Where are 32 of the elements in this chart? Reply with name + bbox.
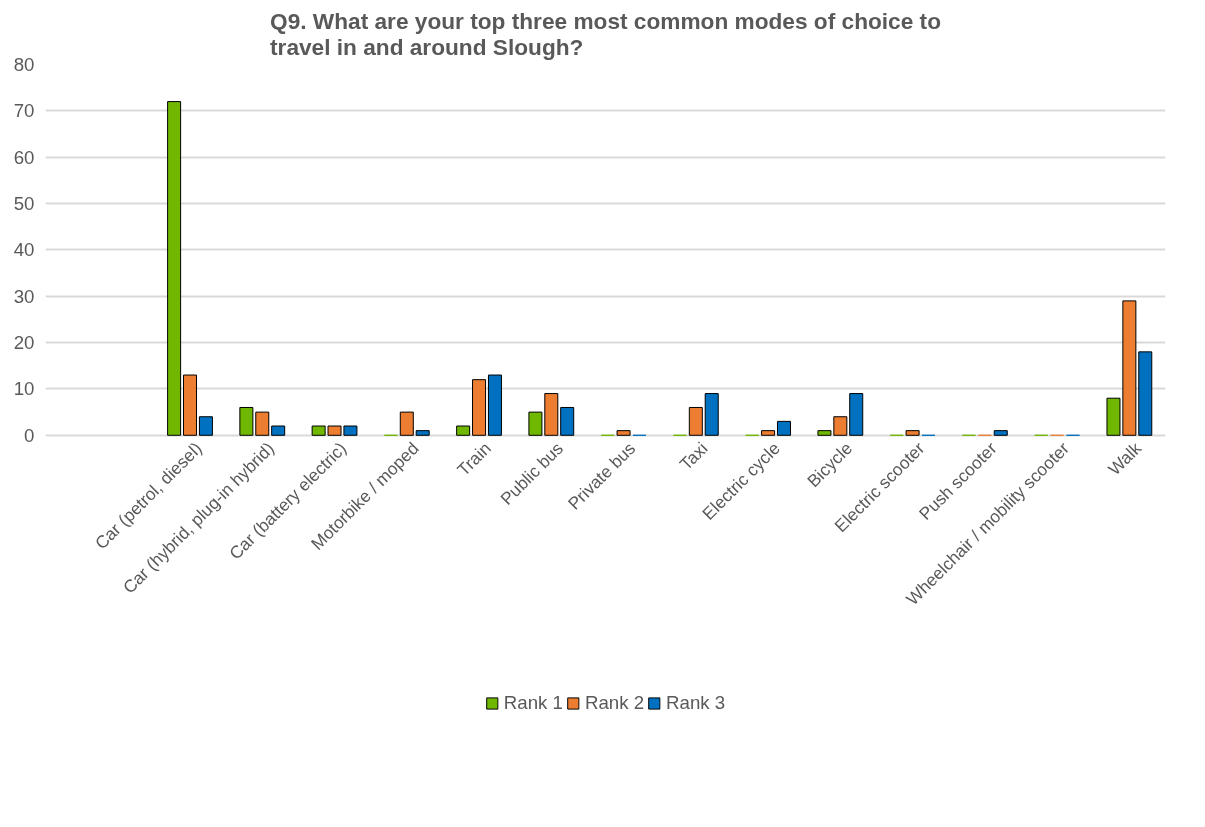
y-tick-label: 40 bbox=[13, 239, 35, 261]
bar bbox=[456, 425, 471, 436]
bar bbox=[776, 420, 791, 436]
legend-label: Rank 1 bbox=[503, 692, 563, 714]
y-tick-label: 50 bbox=[13, 193, 35, 215]
y-tick-label: 20 bbox=[13, 332, 35, 354]
bar bbox=[183, 374, 198, 436]
legend-label: Rank 2 bbox=[584, 692, 645, 714]
legend-label: Rank 3 bbox=[666, 692, 726, 714]
bar bbox=[415, 430, 430, 436]
bar bbox=[905, 430, 920, 436]
bar bbox=[399, 411, 414, 436]
y-tick-label: 60 bbox=[13, 146, 35, 168]
y-tick-label: 80 bbox=[13, 54, 35, 75]
bar bbox=[198, 416, 213, 436]
bar bbox=[688, 406, 703, 436]
bar bbox=[849, 393, 864, 436]
bar bbox=[993, 430, 1008, 436]
bar bbox=[167, 101, 182, 436]
y-tick-label: 10 bbox=[13, 378, 35, 400]
y-tick-label: 0 bbox=[24, 424, 35, 446]
bar bbox=[560, 406, 575, 436]
y-tick-label: 70 bbox=[13, 100, 35, 122]
bar bbox=[616, 430, 631, 436]
bar bbox=[487, 374, 502, 436]
bar bbox=[271, 425, 286, 436]
chart-title: Q9. What are your top three most common modes of choice to travel in and around Slough? bbox=[270, 7, 941, 60]
y-tick-label: 30 bbox=[13, 285, 35, 307]
bar bbox=[704, 393, 719, 436]
bar bbox=[472, 379, 487, 436]
x-tick-label: Taxi bbox=[675, 438, 712, 475]
bar bbox=[761, 430, 776, 436]
